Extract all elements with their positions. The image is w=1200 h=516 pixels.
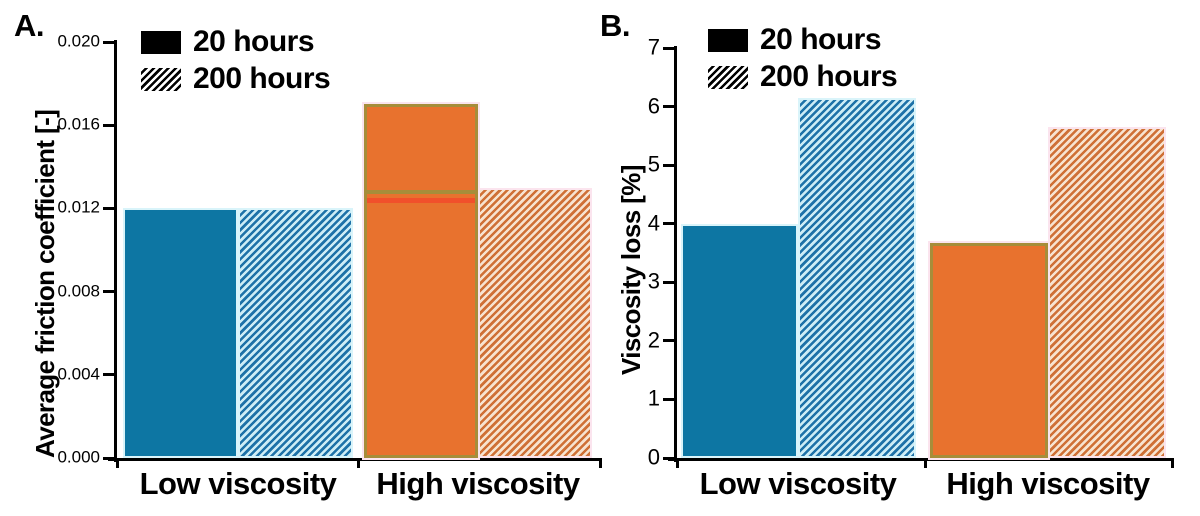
- y-tick: [103, 373, 116, 377]
- legend-item-20-hours: 20 hours: [708, 23, 897, 56]
- bar-a-low-viscosity-20h: [123, 208, 238, 458]
- x-category-label: Low viscosity: [699, 466, 897, 501]
- bar-b-high-viscosity-20h: [928, 241, 1050, 460]
- legend-label: 200 hours: [193, 62, 331, 95]
- legend-item-200-hours: 200 hours: [708, 60, 898, 93]
- y-tick-label: 5: [647, 151, 660, 177]
- y-tick-label: 2: [647, 327, 660, 353]
- panel-label-b: B.: [600, 8, 631, 43]
- legend-item-20-hours: 20 hours: [141, 25, 330, 58]
- bar-b-low-viscosity-200h: [798, 97, 916, 458]
- x-category-label: High viscosity: [946, 466, 1150, 501]
- legend-solid-swatch-icon: [708, 28, 748, 52]
- bar-a-high-viscosity-200h: [478, 187, 592, 458]
- plot-area-b: 0 1 2 3 4 5 6 7 Low viscosity High viscosity: [648, 34, 1174, 501]
- legend-solid-swatch-icon: [141, 30, 181, 54]
- y-tick-label: 1: [647, 385, 660, 411]
- x-tick: [1170, 458, 1174, 468]
- y-tick-label: 0: [647, 444, 660, 470]
- y-tick: [103, 206, 116, 210]
- y-axis-line: [114, 40, 117, 462]
- panel-label-a: A.: [14, 8, 45, 43]
- legend-a: 20 hours 200 hours: [141, 25, 331, 100]
- y-tick: [663, 163, 676, 167]
- x-category-label: Low viscosity: [139, 466, 337, 501]
- y-tick-label: 0.012: [57, 197, 100, 217]
- y-tick: [663, 280, 676, 284]
- legend-label: 20 hours: [760, 23, 882, 56]
- y-tick-label: 0.008: [57, 281, 100, 301]
- x-axis-line: [108, 458, 602, 461]
- y-tick-label: 6: [647, 93, 660, 119]
- legend-label: 20 hours: [193, 25, 315, 58]
- bar-annotation-line: [367, 197, 475, 203]
- legend-hatched-swatch-icon: [141, 67, 181, 91]
- y-tick: [663, 222, 676, 226]
- legend-label: 200 hours: [760, 60, 898, 93]
- y-axis-line: [674, 46, 677, 462]
- y-tick: [103, 123, 116, 127]
- bar-b-high-viscosity-200h: [1048, 127, 1166, 458]
- y-tick-label: 0.020: [57, 31, 100, 51]
- x-category-label: High viscosity: [376, 466, 580, 501]
- x-tick: [675, 458, 679, 468]
- y-tick: [663, 456, 676, 460]
- y-tick: [663, 397, 676, 401]
- bar-annotation-line: [367, 189, 475, 194]
- y-tick-label: 0.004: [57, 364, 100, 384]
- y-tick-label: 0.000: [57, 447, 100, 467]
- y-tick-label: 7: [647, 34, 660, 60]
- y-tick: [663, 46, 676, 50]
- x-tick: [598, 458, 602, 468]
- plot-area-a: 0.000 0.004 0.008 0.012 0.016 0.020 Low viscos…: [57, 32, 602, 501]
- legend-item-200-hours: 200 hours: [141, 62, 331, 95]
- y-tick: [663, 339, 676, 343]
- y-tick-label: 0.016: [57, 114, 100, 134]
- y-tick-label: 4: [647, 210, 660, 236]
- y-tick: [103, 290, 116, 294]
- bar-a-low-viscosity-200h: [238, 208, 353, 458]
- y-tick: [103, 456, 116, 460]
- x-axis-line: [668, 458, 1174, 461]
- bar-b-low-viscosity-20h: [681, 223, 798, 458]
- y-tick: [663, 105, 676, 109]
- x-tick: [356, 458, 360, 468]
- x-tick: [115, 458, 119, 468]
- legend-b: 20 hours 200 hours: [708, 23, 898, 98]
- legend-hatched-swatch-icon: [708, 65, 748, 89]
- bar-a-high-viscosity-20h: [362, 102, 480, 460]
- y-tick-label: 3: [647, 268, 660, 294]
- y-tick: [103, 40, 116, 44]
- x-tick: [923, 458, 927, 468]
